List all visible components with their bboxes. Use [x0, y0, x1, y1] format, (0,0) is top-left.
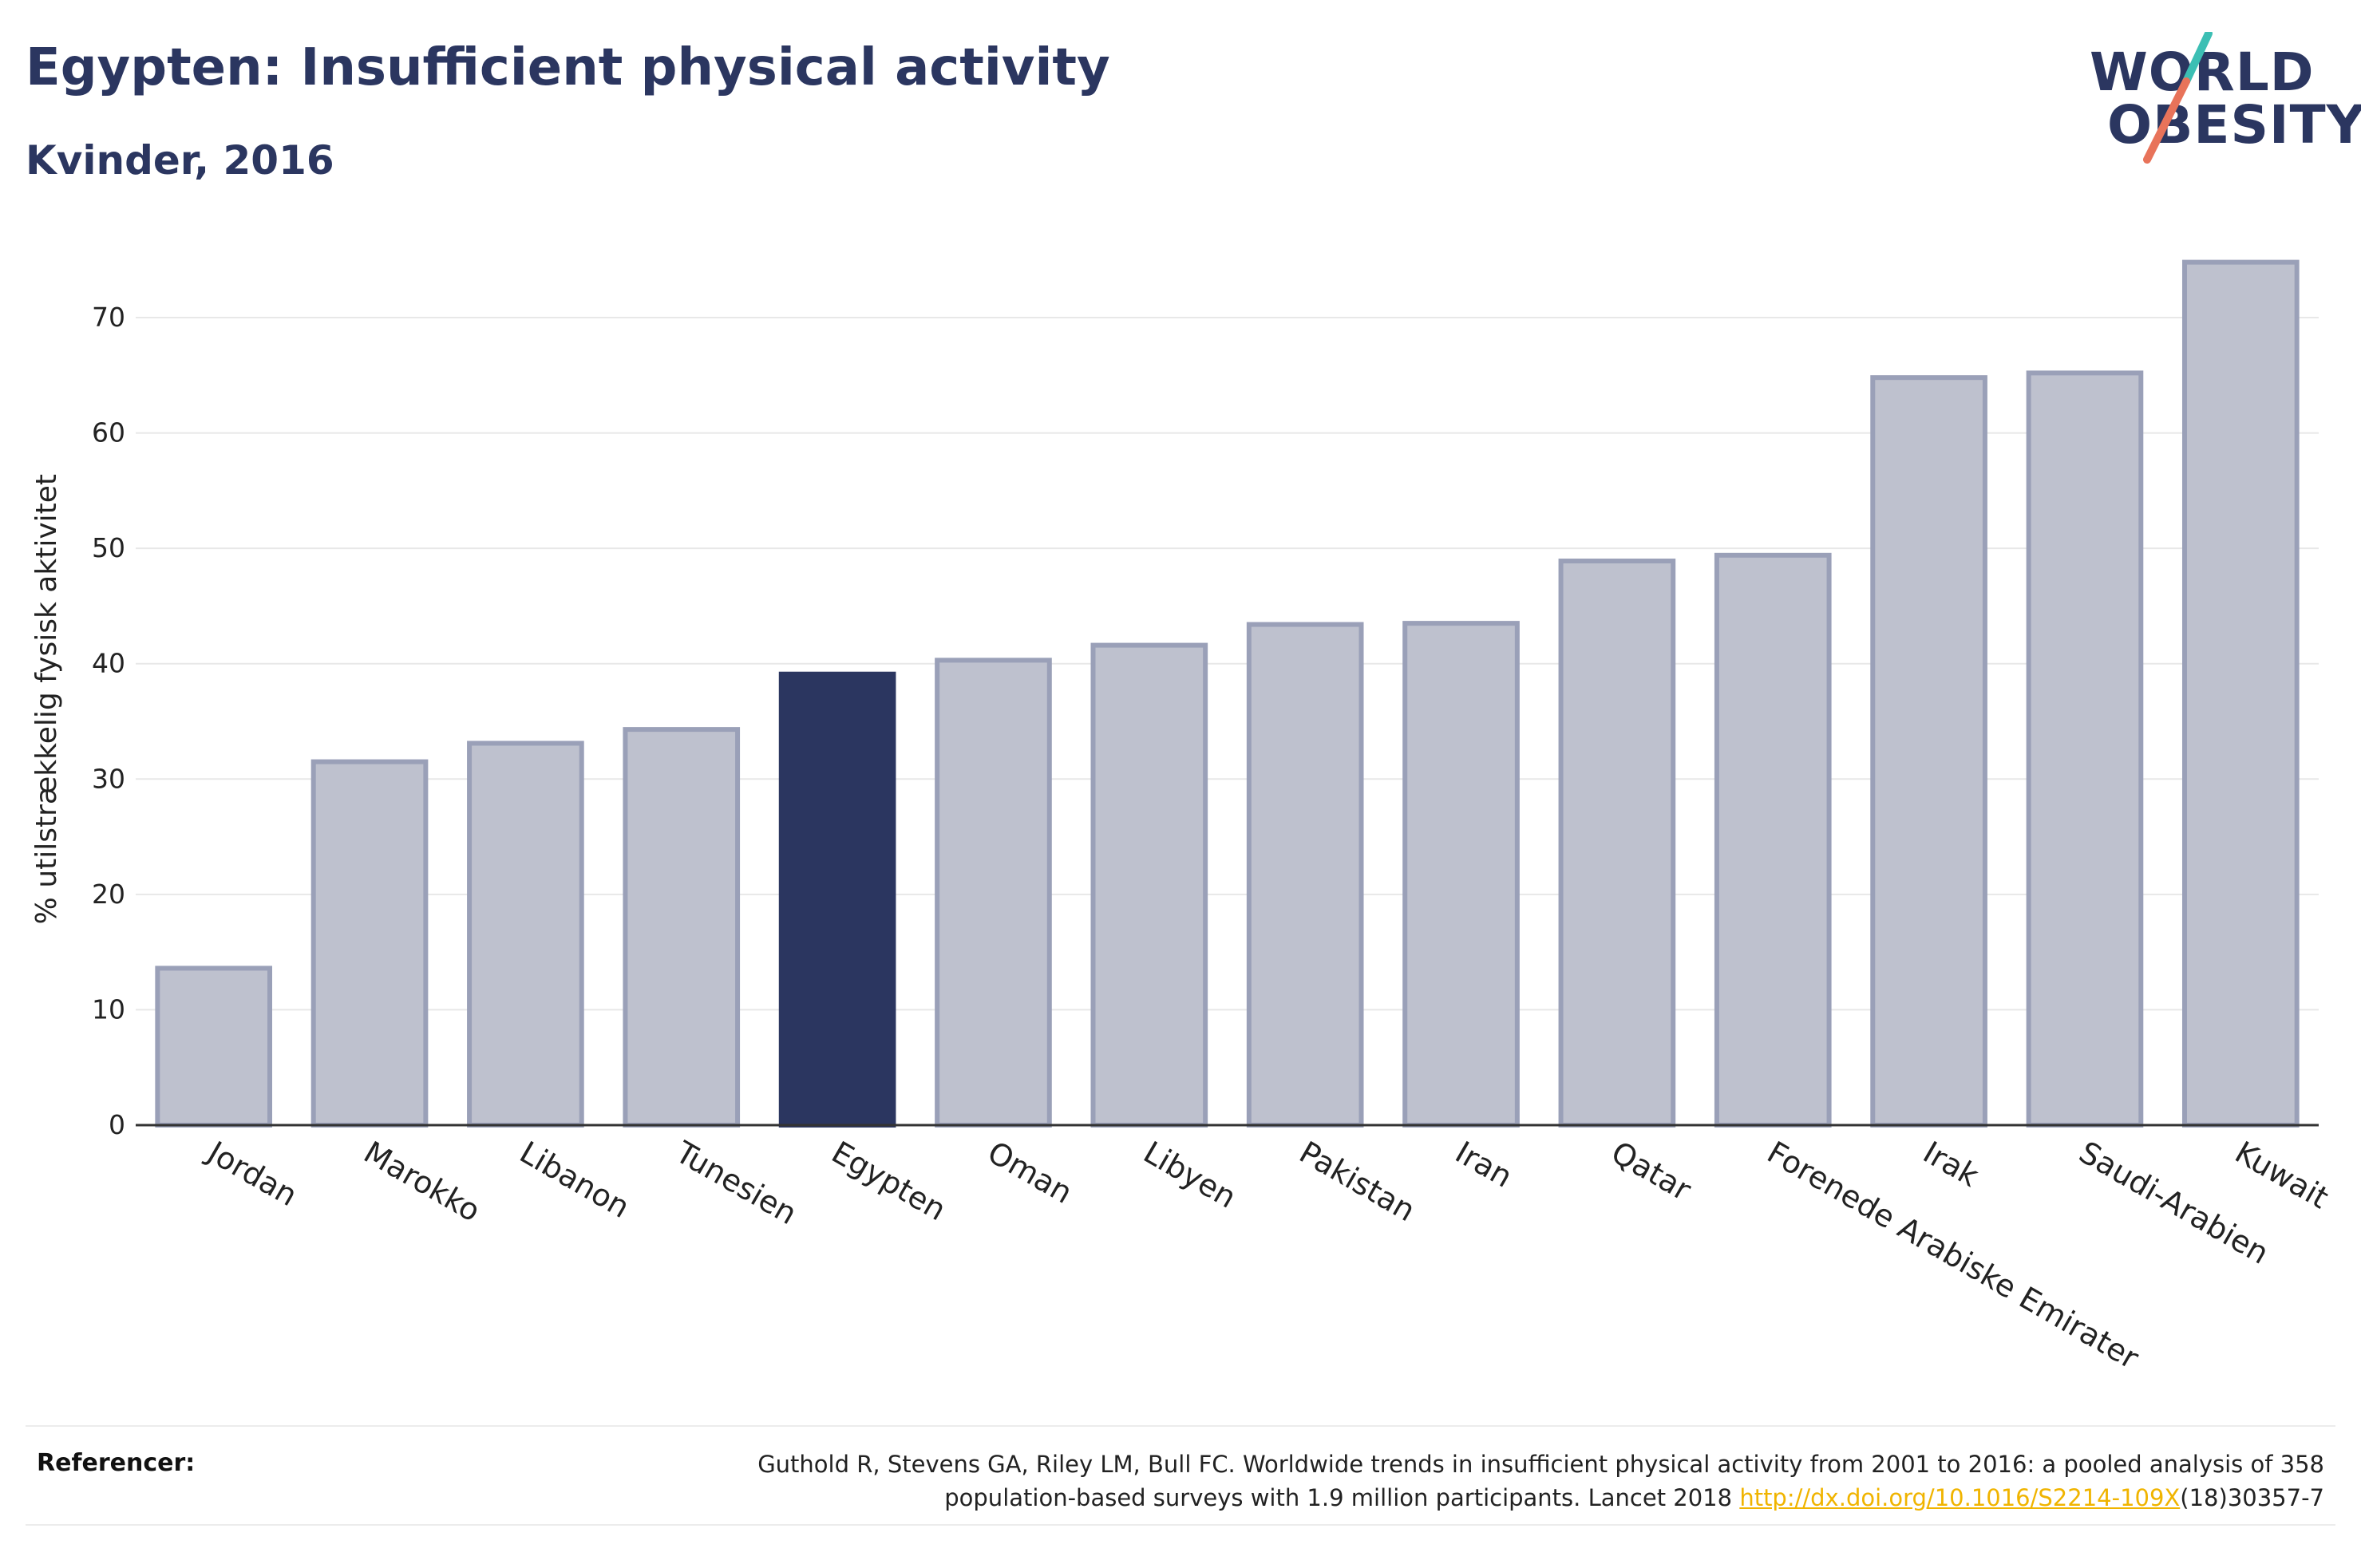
references-text: Guthold R, Stevens GA, Riley LM, Bull FC…	[488, 1448, 2324, 1515]
references-text-part1: Guthold R, Stevens GA, Riley LM, Bull FC…	[757, 1451, 2324, 1478]
x-tick-label-libyen: Libyen	[1137, 1135, 1242, 1215]
x-tick-label-marokko: Marokko	[358, 1135, 487, 1229]
logo-slash-icon	[2143, 32, 2213, 164]
references-text-part2: population-based surveys with 1.9 millio…	[944, 1484, 1733, 1511]
x-tick-label-egypten: Egypten	[826, 1135, 952, 1228]
x-tick-label-tunesien: Tunesien	[669, 1134, 802, 1231]
y-tick-label-20: 20	[92, 879, 125, 910]
x-tick-label-irak: Irak	[1917, 1135, 1984, 1194]
y-tick-label-40: 40	[92, 648, 125, 679]
bar-iran	[1402, 621, 1520, 1128]
bar-kuwait	[2181, 259, 2300, 1128]
bar-jordan	[155, 966, 273, 1128]
bar-irak	[1870, 375, 1987, 1128]
y-tick-label-50: 50	[92, 532, 125, 563]
y-axis-label: % utilstrækkelig fysisk aktivitet	[30, 474, 63, 924]
world-obesity-logo: WORLD OBESITY	[2083, 32, 2361, 168]
x-tick-label-pakistan: Pakistan	[1294, 1135, 1422, 1229]
references-doi-link[interactable]: http://dx.doi.org/10.1016/S2214-109X	[1739, 1484, 2181, 1511]
bar-saudi-arabien	[2026, 370, 2144, 1128]
bar-libanon	[467, 741, 584, 1128]
y-tick-label-70: 70	[92, 302, 125, 333]
x-tick-label-qatar: Qatar	[1605, 1135, 1697, 1208]
x-tick-label-jordan: Jordan	[200, 1134, 303, 1214]
chart-title: Egypten: Insufficient physical activity	[26, 38, 1110, 97]
bar-oman	[935, 658, 1052, 1128]
y-tick-label-10: 10	[92, 993, 125, 1025]
x-tick-label-oman: Oman	[982, 1135, 1078, 1211]
x-tick-label-iran: Iran	[1449, 1135, 1518, 1195]
references-divider-top	[26, 1425, 2335, 1427]
y-tick-label-30: 30	[92, 763, 125, 794]
references-divider-bottom	[26, 1524, 2335, 1526]
bar-chart: 0 10 20 30 40 50 60 70 % utilstrækkelig fysisk a…	[30, 259, 2335, 1376]
bar-pakistan	[1246, 622, 1364, 1128]
bar-marokko	[310, 759, 429, 1128]
bar-qatar	[1558, 559, 1676, 1128]
bar-tunesien	[623, 727, 741, 1128]
bar-egypten	[778, 671, 896, 1128]
logo-line-2: OBESITY	[2107, 94, 2361, 156]
references-text-part3: (18)30357-7	[2180, 1484, 2324, 1511]
bar-forenede-arabiske-emirater	[1714, 552, 1832, 1128]
y-tick-label-60: 60	[92, 417, 125, 448]
x-tick-label-kuwait: Kuwait	[2229, 1135, 2335, 1216]
bar-libyen	[1090, 642, 1208, 1128]
x-tick-label-libanon: Libanon	[514, 1135, 635, 1225]
y-tick-label-0: 0	[109, 1109, 125, 1140]
chart-subtitle: Kvinder, 2016	[26, 137, 334, 184]
references-label: Referencer:	[37, 1449, 196, 1477]
